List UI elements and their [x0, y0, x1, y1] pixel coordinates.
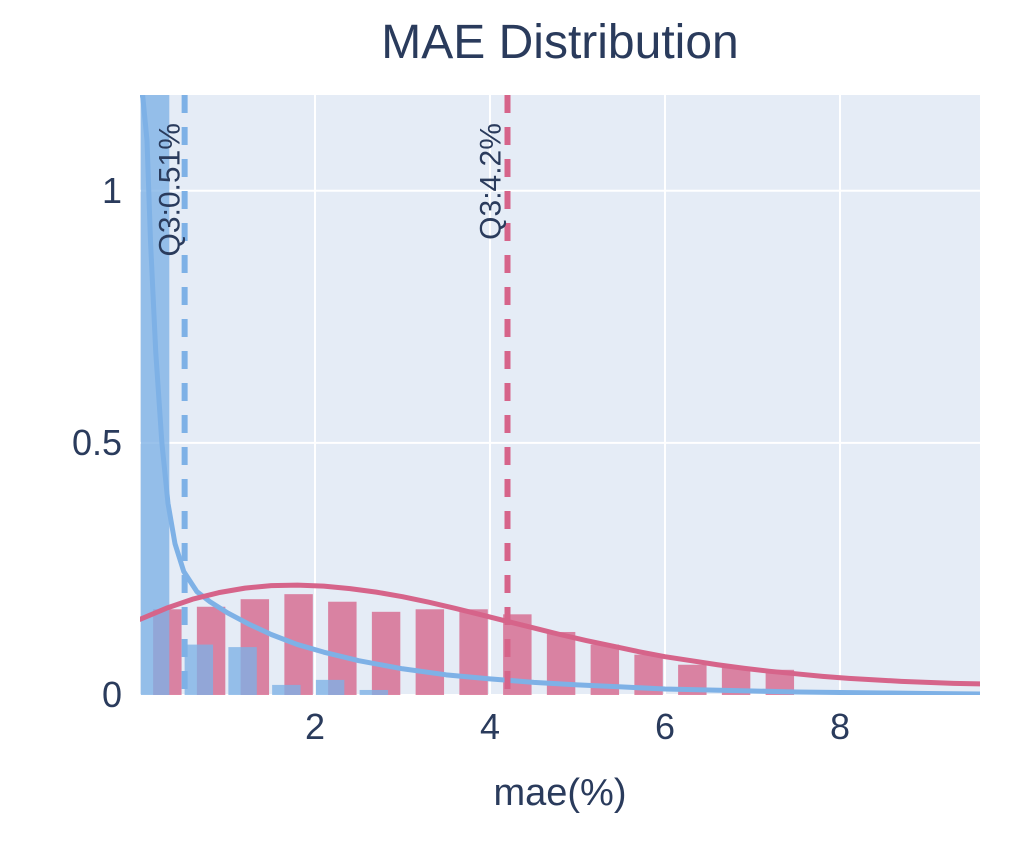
x-tick-label: 8	[830, 706, 850, 747]
bar-blue	[272, 685, 300, 695]
q3-label: Q3:4.2%	[475, 123, 508, 240]
x-axis-label: mae(%)	[493, 772, 626, 814]
bar-pink	[459, 609, 487, 695]
bar-pink	[416, 609, 444, 695]
chart-container: Q3:0.51% Q3:4.2% 2 4 6 8 0 0.5 1 MAE Distribution…	[0, 0, 1024, 862]
x-tick-label: 4	[480, 706, 500, 747]
y-tick-label: 0	[102, 674, 122, 715]
y-tick-label: 0.5	[72, 422, 122, 463]
q3-label: Q3:0.51%	[153, 123, 186, 256]
chart-title: MAE Distribution	[381, 16, 738, 69]
bar-blue	[185, 645, 213, 695]
y-tick-label: 1	[102, 170, 122, 211]
x-tick-label: 2	[305, 706, 325, 747]
bar-blue	[316, 680, 344, 695]
bar-pink	[372, 612, 400, 695]
mae-distribution-chart: Q3:0.51% Q3:4.2% 2 4 6 8 0 0.5 1 MAE Distribution…	[0, 0, 1024, 862]
bar-blue	[360, 690, 388, 695]
bar-blue	[228, 647, 256, 695]
x-tick-label: 6	[655, 706, 675, 747]
